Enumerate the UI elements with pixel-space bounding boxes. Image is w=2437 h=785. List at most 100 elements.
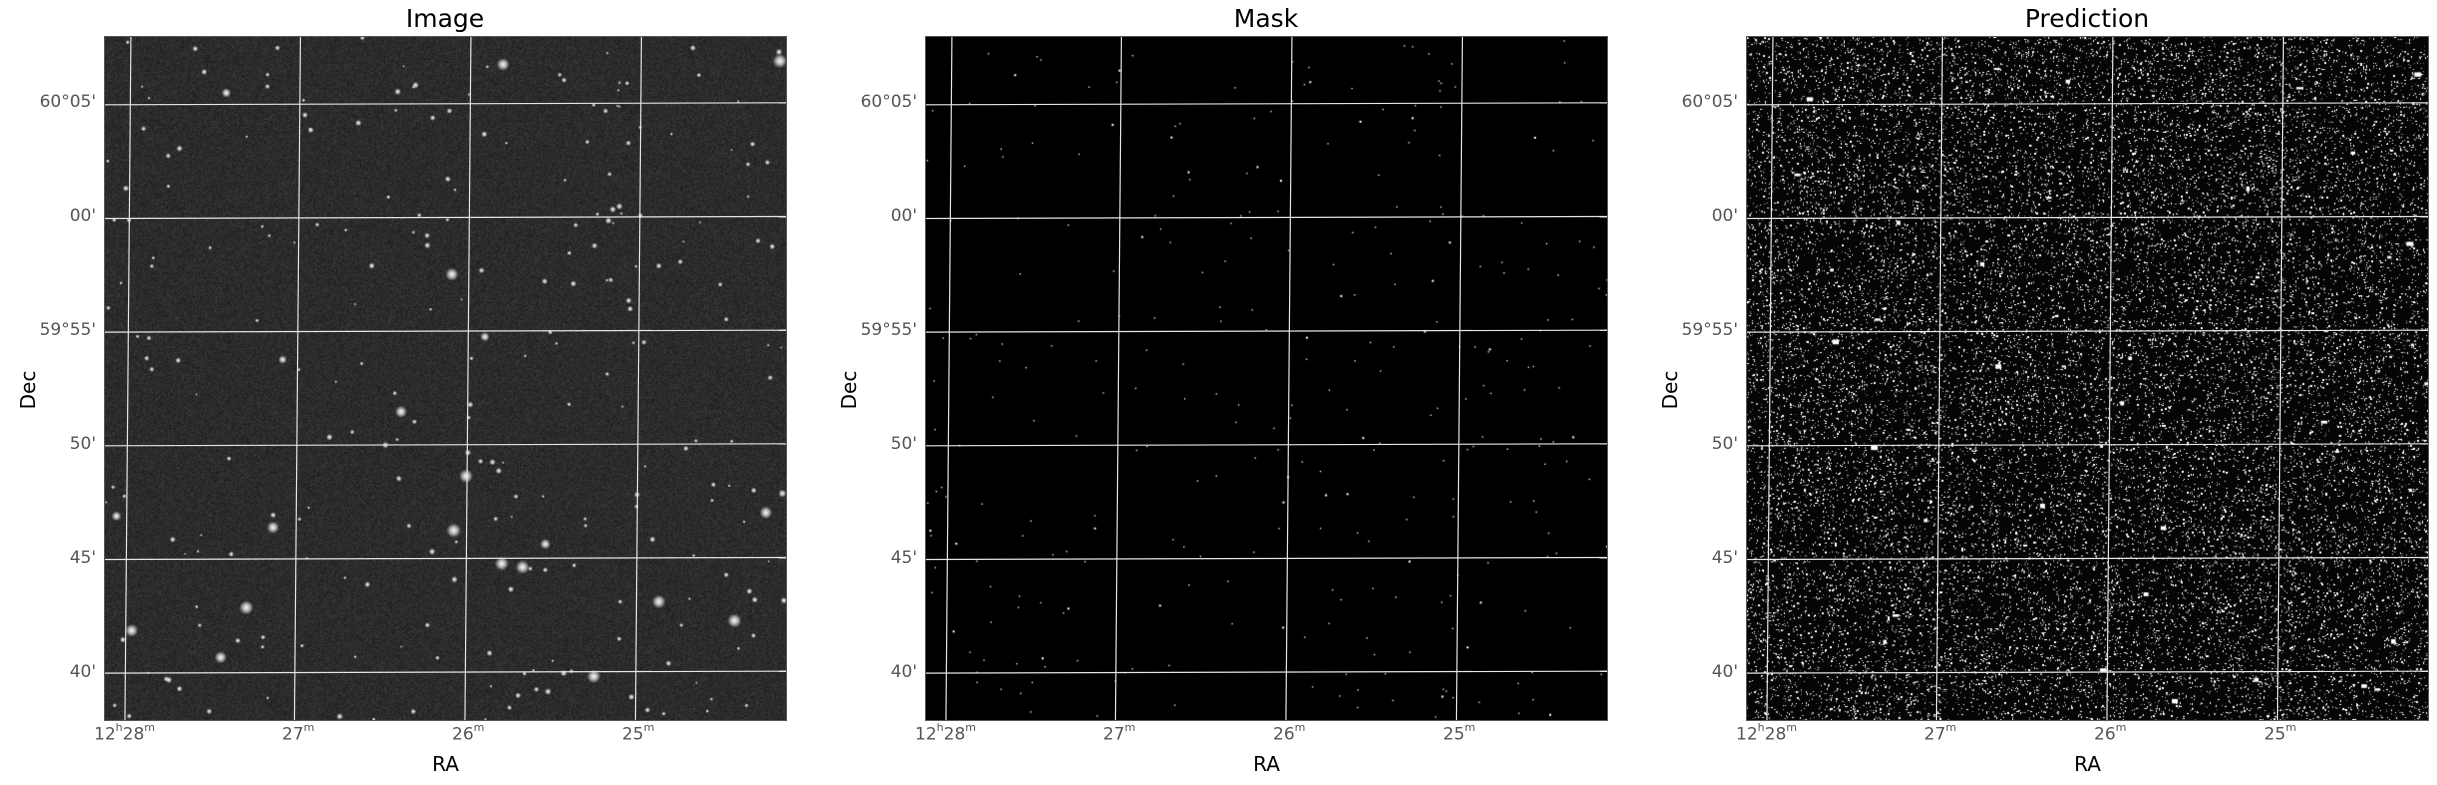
- dec-tick-label: 60°05': [860, 92, 917, 112]
- dec-gridline: [1747, 102, 2428, 106]
- ra-tick-unit: m: [2285, 721, 2297, 734]
- ra-gridline: [634, 37, 643, 720]
- dec-gridline: [105, 329, 786, 333]
- panel-prediction: Prediction 60°05' 00' 59°55' 50' 45' 40' 12h28m…: [1642, 0, 2437, 785]
- ra-gridline: [464, 37, 472, 720]
- dec-gridline: [105, 443, 786, 447]
- ra-tick-value: 28: [1764, 724, 1787, 745]
- ra-tick-value: 25: [1443, 724, 1465, 745]
- dec-tick-label: 50': [69, 434, 96, 454]
- ra-tick-label: 27m: [1103, 721, 1136, 745]
- dec-gridline: [1747, 556, 2428, 561]
- dec-gridline: [926, 215, 1607, 220]
- ra-tick-unit: m: [473, 721, 485, 734]
- coordinate-grid: [1747, 37, 2428, 720]
- ra-gridline: [1285, 37, 1293, 720]
- ra-tick-label: 12h28m: [1736, 721, 1797, 745]
- ra-tick-label: 25m: [1443, 721, 1476, 745]
- ra-gridline: [1935, 37, 1944, 720]
- plot-area-image: [104, 36, 787, 721]
- ra-tick-label: 12h28m: [915, 721, 976, 745]
- ra-tick-value: 25: [622, 724, 644, 745]
- dec-gridline: [926, 329, 1607, 333]
- dec-gridline: [1747, 329, 2428, 333]
- ra-tick-unit: m: [144, 721, 155, 734]
- x-axis-label: RA: [432, 752, 459, 776]
- dec-tick-label: 40': [1711, 662, 1738, 682]
- image-raster: [105, 37, 786, 720]
- dec-gridline: [1747, 443, 2428, 447]
- ra-gridline: [1766, 37, 1774, 720]
- dec-tick-label: 45': [69, 548, 96, 568]
- ra-tick-value: 26: [452, 724, 474, 745]
- ra-tick-label: 26m: [1273, 721, 1306, 745]
- ra-gridline: [124, 37, 132, 720]
- ra-tick-value: 27: [1924, 724, 1946, 745]
- dec-tick-label: 59°55': [1681, 320, 1738, 340]
- ra-gridline: [945, 37, 953, 720]
- ra-tick-value: 27: [282, 724, 304, 745]
- dec-gridline: [1747, 670, 2428, 674]
- ra-tick-value: 12: [1736, 724, 1758, 745]
- panel-title: Image: [405, 4, 485, 33]
- dec-tick-label: 00': [890, 206, 917, 226]
- ra-gridline: [2276, 37, 2285, 720]
- x-axis-label: RA: [2074, 752, 2101, 776]
- dec-tick-label: 40': [890, 662, 917, 682]
- dec-tick-label: 59°55': [39, 320, 96, 340]
- ra-tick-unit: m: [303, 721, 315, 734]
- x-axis-label: RA: [1253, 752, 1280, 776]
- ra-gridline: [2106, 37, 2114, 720]
- ra-gridline: [1455, 37, 1464, 720]
- ra-tick-label: 25m: [2264, 721, 2297, 745]
- ra-tick-unit: m: [2115, 721, 2127, 734]
- ra-tick-unit: m: [1294, 721, 1306, 734]
- dec-gridline: [926, 670, 1607, 674]
- panel-image: Image 60°05' 00' 59°55' 50' 45' 40' 12h28m 27m 26…: [0, 0, 812, 785]
- dec-gridline: [105, 556, 786, 561]
- panel-title: Prediction: [2024, 4, 2150, 33]
- dec-gridline: [926, 102, 1607, 106]
- dec-gridline: [105, 215, 786, 220]
- dec-tick-label: 45': [890, 548, 917, 568]
- ra-tick-unit: h: [936, 721, 944, 734]
- ra-tick-value: 27: [1103, 724, 1125, 745]
- ra-gridline: [1114, 37, 1123, 720]
- dec-tick-label: 45': [1711, 548, 1738, 568]
- plot-area-mask: [925, 36, 1608, 721]
- prediction-raster: [1747, 37, 2428, 720]
- dec-gridline: [926, 556, 1607, 561]
- ra-tick-unit: m: [643, 721, 655, 734]
- dec-gridline: [105, 670, 786, 674]
- coordinate-grid: [105, 37, 786, 720]
- y-axis-label: Dec: [16, 370, 40, 410]
- ra-tick-unit: m: [1945, 721, 1957, 734]
- ra-tick-label: 27m: [1924, 721, 1957, 745]
- plot-area-prediction: [1746, 36, 2429, 721]
- dec-tick-label: 60°05': [1681, 92, 1738, 112]
- dec-tick-label: 50': [1711, 434, 1738, 454]
- ra-tick-unit: m: [1124, 721, 1136, 734]
- ra-tick-unit: m: [1786, 721, 1797, 734]
- ra-tick-label: 25m: [622, 721, 655, 745]
- dec-gridline: [1747, 215, 2428, 220]
- dec-tick-label: 40': [69, 662, 96, 682]
- ra-tick-unit: m: [965, 721, 976, 734]
- ra-tick-unit: m: [1464, 721, 1476, 734]
- y-axis-label: Dec: [837, 370, 861, 410]
- dec-gridline: [105, 102, 786, 106]
- ra-tick-value: 25: [2264, 724, 2286, 745]
- ra-tick-value: 12: [94, 724, 116, 745]
- ra-tick-value: 12: [915, 724, 937, 745]
- mask-raster: [926, 37, 1607, 720]
- dec-gridline: [926, 443, 1607, 447]
- ra-tick-label: 12h28m: [94, 721, 155, 745]
- dec-tick-label: 00': [1711, 206, 1738, 226]
- coordinate-grid: [926, 37, 1607, 720]
- y-axis-label: Dec: [1658, 370, 1682, 410]
- panel-title: Mask: [1233, 4, 1299, 33]
- panel-mask: Mask 60°05' 00' 59°55' 50' 45' 40' 12h28m 27m 26m…: [821, 0, 1633, 785]
- ra-tick-label: 26m: [2094, 721, 2127, 745]
- dec-tick-label: 50': [890, 434, 917, 454]
- ra-tick-label: 26m: [452, 721, 485, 745]
